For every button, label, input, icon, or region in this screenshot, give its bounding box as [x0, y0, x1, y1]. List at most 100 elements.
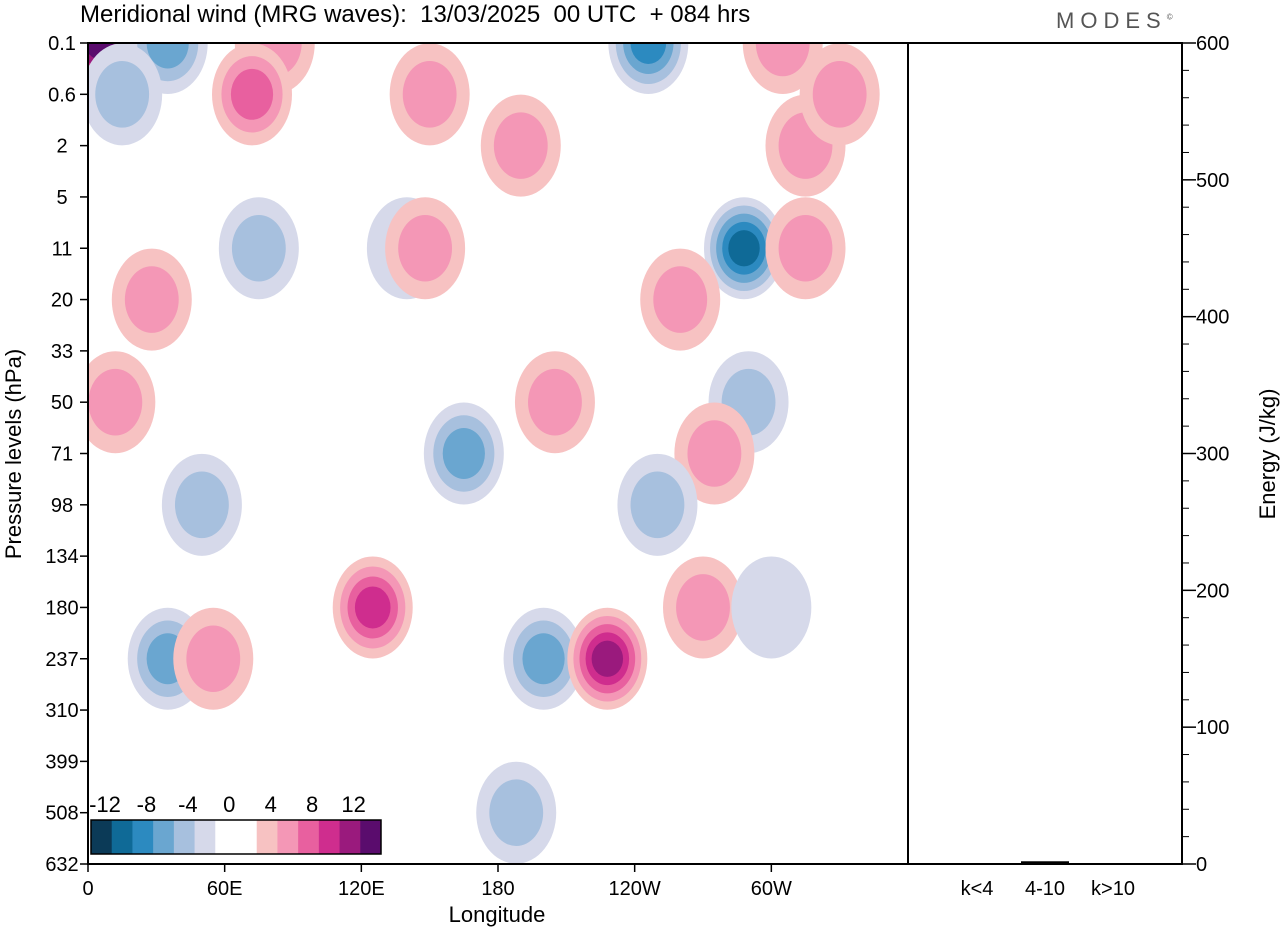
x-axis-label: Longitude: [449, 902, 546, 927]
colorbar-label: 0: [223, 792, 235, 817]
y-tick-label: 180: [45, 597, 78, 619]
y-tick-label: 632: [45, 854, 78, 876]
positive-wind-contour: [402, 61, 457, 128]
x-tick-label: 120E: [338, 878, 385, 900]
negative-wind-contour: [174, 471, 229, 539]
x-tick-label: 0: [82, 878, 93, 900]
colorbar-label-bg: [91, 786, 381, 818]
colorbar-swatch: [256, 820, 278, 854]
negative-wind-contour: [231, 214, 286, 282]
energy-tick-label: 400: [1196, 307, 1229, 329]
pressure-axis: 0.1 0.6 2 5 11 20 33 50 71 98 134 180 237 310 399 508 63…: [45, 33, 88, 876]
energy-bar: [953, 863, 1001, 864]
colorbar-swatch: [236, 820, 258, 854]
colorbar-frame: [90, 819, 382, 855]
colorbar: -12 -8 -4 0 4 8 12: [89, 786, 382, 855]
energy-category-label: 4-10: [1025, 878, 1065, 900]
colorbar-swatch: [339, 820, 361, 854]
energy-category-label: k<4: [961, 878, 994, 900]
positive-wind-contour: [653, 266, 708, 333]
energy-chart: 0 100 200 300 400 500 600 k<4 4-10 k>10: [953, 33, 1229, 900]
modes-logo: MODES©: [1056, 8, 1173, 34]
energy-axis-label: Energy (J/kg): [1255, 389, 1280, 520]
colorbar-swatch: [91, 820, 113, 854]
energy-bar: [1089, 863, 1137, 864]
y-tick-label: 0.1: [48, 33, 76, 55]
positive-wind-contour: [676, 574, 730, 641]
negative-wind-contour: [522, 633, 565, 685]
negative-wind-contour: [731, 556, 812, 659]
y-tick-label: 71: [51, 444, 73, 466]
x-tick-label: 60E: [207, 878, 243, 900]
colorbar-label: 12: [341, 792, 365, 817]
energy-tick-label: 200: [1196, 580, 1229, 602]
colorbar-label: -4: [178, 792, 198, 817]
energy-plot-frame: [907, 42, 1183, 865]
colorbar-swatch: [277, 820, 299, 854]
negative-wind-contour: [630, 471, 685, 539]
y-tick-label: 33: [51, 341, 73, 363]
y-tick-label: 310: [45, 700, 78, 722]
colorbar-label: -8: [137, 792, 157, 817]
y-tick-label: 2: [56, 136, 67, 158]
colorbar-label: 4: [265, 792, 277, 817]
y-tick-label: 399: [45, 751, 78, 773]
colorbar-swatch: [132, 820, 154, 854]
chart-title: Meridional wind (MRG waves): 13/03/2025 …: [80, 1, 751, 28]
positive-wind-contour: [755, 43, 810, 77]
longitude-axis: 0 60E 120E 180 120W 60W: [82, 864, 792, 900]
negative-wind-contour: [728, 230, 760, 267]
positive-wind-contour: [124, 266, 179, 333]
positive-wind-contour: [687, 420, 742, 487]
y-tick-label: 508: [45, 803, 78, 825]
wind-field: [88, 43, 880, 864]
positive-wind-contour: [778, 214, 833, 282]
negative-wind-contour: [489, 779, 544, 846]
y-tick-label: 0.6: [48, 84, 76, 106]
y-tick-label: 5: [56, 187, 67, 209]
positive-wind-contour: [186, 625, 241, 693]
positive-wind-contour: [398, 214, 453, 282]
positive-wind-contour: [88, 368, 143, 436]
energy-tick-label: 0: [1196, 854, 1207, 876]
positive-wind-contour: [354, 586, 391, 629]
colorbar-swatch: [194, 820, 216, 854]
energy-tick-label: 300: [1196, 444, 1229, 466]
positive-wind-contour: [230, 68, 274, 120]
colorbar-swatch: [360, 820, 382, 854]
colorbar-label: 8: [306, 792, 318, 817]
energy-tick-label: 500: [1196, 170, 1229, 192]
x-tick-label: 120W: [609, 878, 661, 900]
positive-wind-contour: [493, 112, 548, 179]
colorbar-swatch: [298, 820, 320, 854]
y-tick-label: 20: [51, 290, 73, 312]
energy-tick-label: 100: [1196, 717, 1229, 739]
y-tick-label: 98: [51, 495, 73, 517]
energy-tick-label: 600: [1196, 33, 1229, 55]
x-tick-label: 60W: [751, 878, 792, 900]
energy-category-label: k>10: [1091, 878, 1135, 900]
y-tick-label: 237: [45, 649, 78, 671]
positive-wind-contour: [812, 61, 867, 128]
y-tick-label: 50: [51, 392, 73, 414]
y-axis-label: Pressure levels (hPa): [1, 349, 26, 559]
energy-bar: [1021, 861, 1069, 864]
positive-wind-contour: [528, 368, 582, 436]
positive-wind-contour: [591, 640, 624, 677]
negative-wind-contour: [630, 43, 667, 64]
y-tick-label: 134: [45, 546, 78, 568]
colorbar-swatch: [111, 820, 133, 854]
negative-wind-contour: [95, 61, 150, 128]
colorbar-swatch: [153, 820, 175, 854]
colorbar-swatch: [318, 820, 341, 854]
colorbar-label: -12: [89, 792, 121, 817]
y-tick-label: 11: [52, 238, 73, 260]
x-tick-label: 180: [481, 878, 514, 900]
logo-mark: ©: [1166, 12, 1173, 22]
negative-wind-contour: [442, 428, 485, 479]
colorbar-swatch: [173, 820, 196, 854]
logo-text: MODES: [1056, 8, 1167, 33]
negative-wind-contour: [146, 43, 189, 69]
colorbar-swatch: [215, 820, 237, 854]
